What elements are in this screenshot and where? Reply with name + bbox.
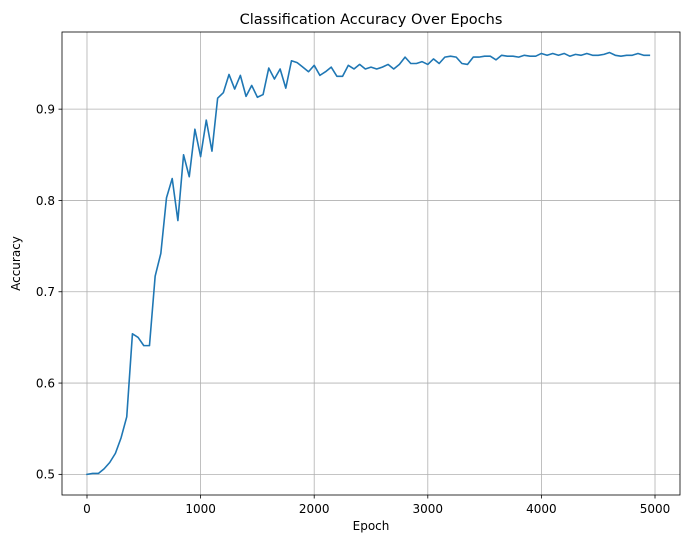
y-axis-label: Accuracy <box>9 236 23 291</box>
y-tick-label: 0.8 <box>36 194 55 208</box>
y-tick-label: 0.6 <box>36 376 55 390</box>
y-tick-label: 0.9 <box>36 102 55 116</box>
x-tick-label: 4000 <box>526 502 557 516</box>
x-tick-label: 3000 <box>413 502 444 516</box>
accuracy-series-line <box>86 51 651 476</box>
axes-frame <box>61 31 681 496</box>
chart-title: Classification Accuracy Over Epochs <box>240 12 503 28</box>
x-tick-label: 2000 <box>299 502 330 516</box>
x-axis-label: Epoch <box>353 519 390 533</box>
x-tick-label: 1000 <box>185 502 216 516</box>
grid <box>62 32 680 495</box>
x-tick-label: 0 <box>83 502 91 516</box>
x-tick-label: 5000 <box>640 502 671 516</box>
y-tick-label: 0.5 <box>36 468 55 482</box>
ticks: 0 1000 2000 3000 4000 5000 0.5 0.6 0.7 0.8 0.9 <box>36 102 670 516</box>
plot-area <box>86 51 651 476</box>
y-tick-label: 0.7 <box>36 285 55 299</box>
